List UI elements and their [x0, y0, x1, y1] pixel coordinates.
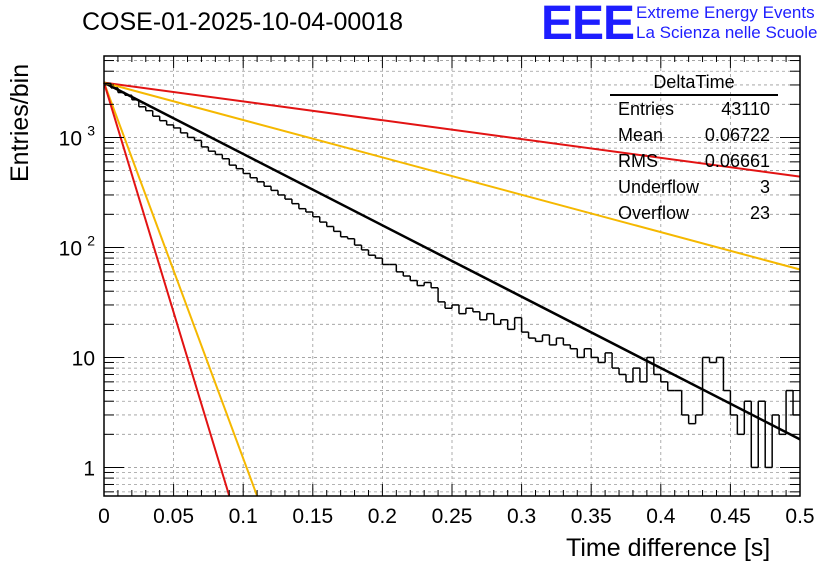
x-tick-label: 0.25 — [432, 505, 473, 528]
stats-row: Overflow 23 — [610, 200, 778, 226]
x-tick-label: 0.4 — [646, 505, 676, 528]
stats-value: 0.06661 — [704, 151, 770, 171]
logo-subtitle-2: La Scienza nelle Scuole — [636, 23, 818, 42]
axis-ticks — [103, 56, 801, 496]
x-tick-label: 0.2 — [368, 505, 397, 528]
curve-fast-red — [103, 82, 231, 497]
histogram — [104, 82, 800, 469]
x-tick-label: 0.35 — [571, 505, 612, 528]
stats-value: 23 — [749, 203, 770, 223]
x-tick-label: 0.15 — [292, 505, 333, 528]
grid-lines — [104, 56, 800, 496]
stats-row: Entries 43110 — [610, 96, 778, 122]
eee-logo: EEE — [541, 0, 635, 50]
x-tick-label: 0.05 — [153, 505, 194, 528]
y-tick-label: 1 — [83, 457, 95, 480]
stats-row: Underflow 3 — [610, 174, 778, 200]
y-tick-label: 10 — [59, 127, 82, 150]
stats-label: Underflow — [618, 177, 700, 197]
y-axis-label: Entries/bin — [6, 63, 34, 182]
stats-value: 43110 — [721, 99, 770, 119]
x-tick-label: 0.5 — [785, 505, 814, 528]
stats-label: RMS — [618, 151, 658, 171]
x-tick-label: 0.1 — [229, 505, 258, 528]
x-axis-label: Time difference [s] — [566, 534, 771, 562]
y-tick-exponent: 2 — [87, 232, 95, 248]
y-tick-label: 10 — [72, 347, 95, 370]
fit-curves — [103, 81, 801, 497]
stats-box: DeltaTime Entries 43110 Mean 0.06722 RMS… — [610, 72, 778, 226]
x-tick-label: 0.45 — [710, 505, 751, 528]
stats-row: RMS 0.06661 — [610, 148, 778, 174]
curve-slow-red — [103, 81, 801, 178]
x-tick-label: 0 — [98, 505, 110, 528]
stats-value: 0.06722 — [704, 125, 770, 145]
logo-subtitle-1: Extreme Energy Events — [636, 3, 815, 22]
stats-title: DeltaTime — [610, 72, 778, 96]
stats-label: Overflow — [618, 203, 690, 223]
curve-fit — [103, 81, 801, 441]
stats-value: 3 — [759, 177, 770, 197]
stats-row: Mean 0.06722 — [610, 122, 778, 148]
x-tick-label: 0.3 — [507, 505, 536, 528]
y-tick-exponent: 3 — [87, 122, 95, 138]
curve-slow-orange — [103, 81, 801, 271]
curve-fast-orange — [103, 82, 259, 497]
run-title: COSE-01-2025-10-04-00018 — [82, 8, 404, 36]
stats-label: Mean — [618, 125, 664, 145]
stats-label: Entries — [618, 99, 675, 119]
y-tick-label: 10 — [59, 237, 82, 260]
tick-labels: 0 0.05 0.1 0.15 0.2 0.25 0.3 0.35 0.4 0.45 0.5 1 10 1… — [59, 122, 815, 528]
